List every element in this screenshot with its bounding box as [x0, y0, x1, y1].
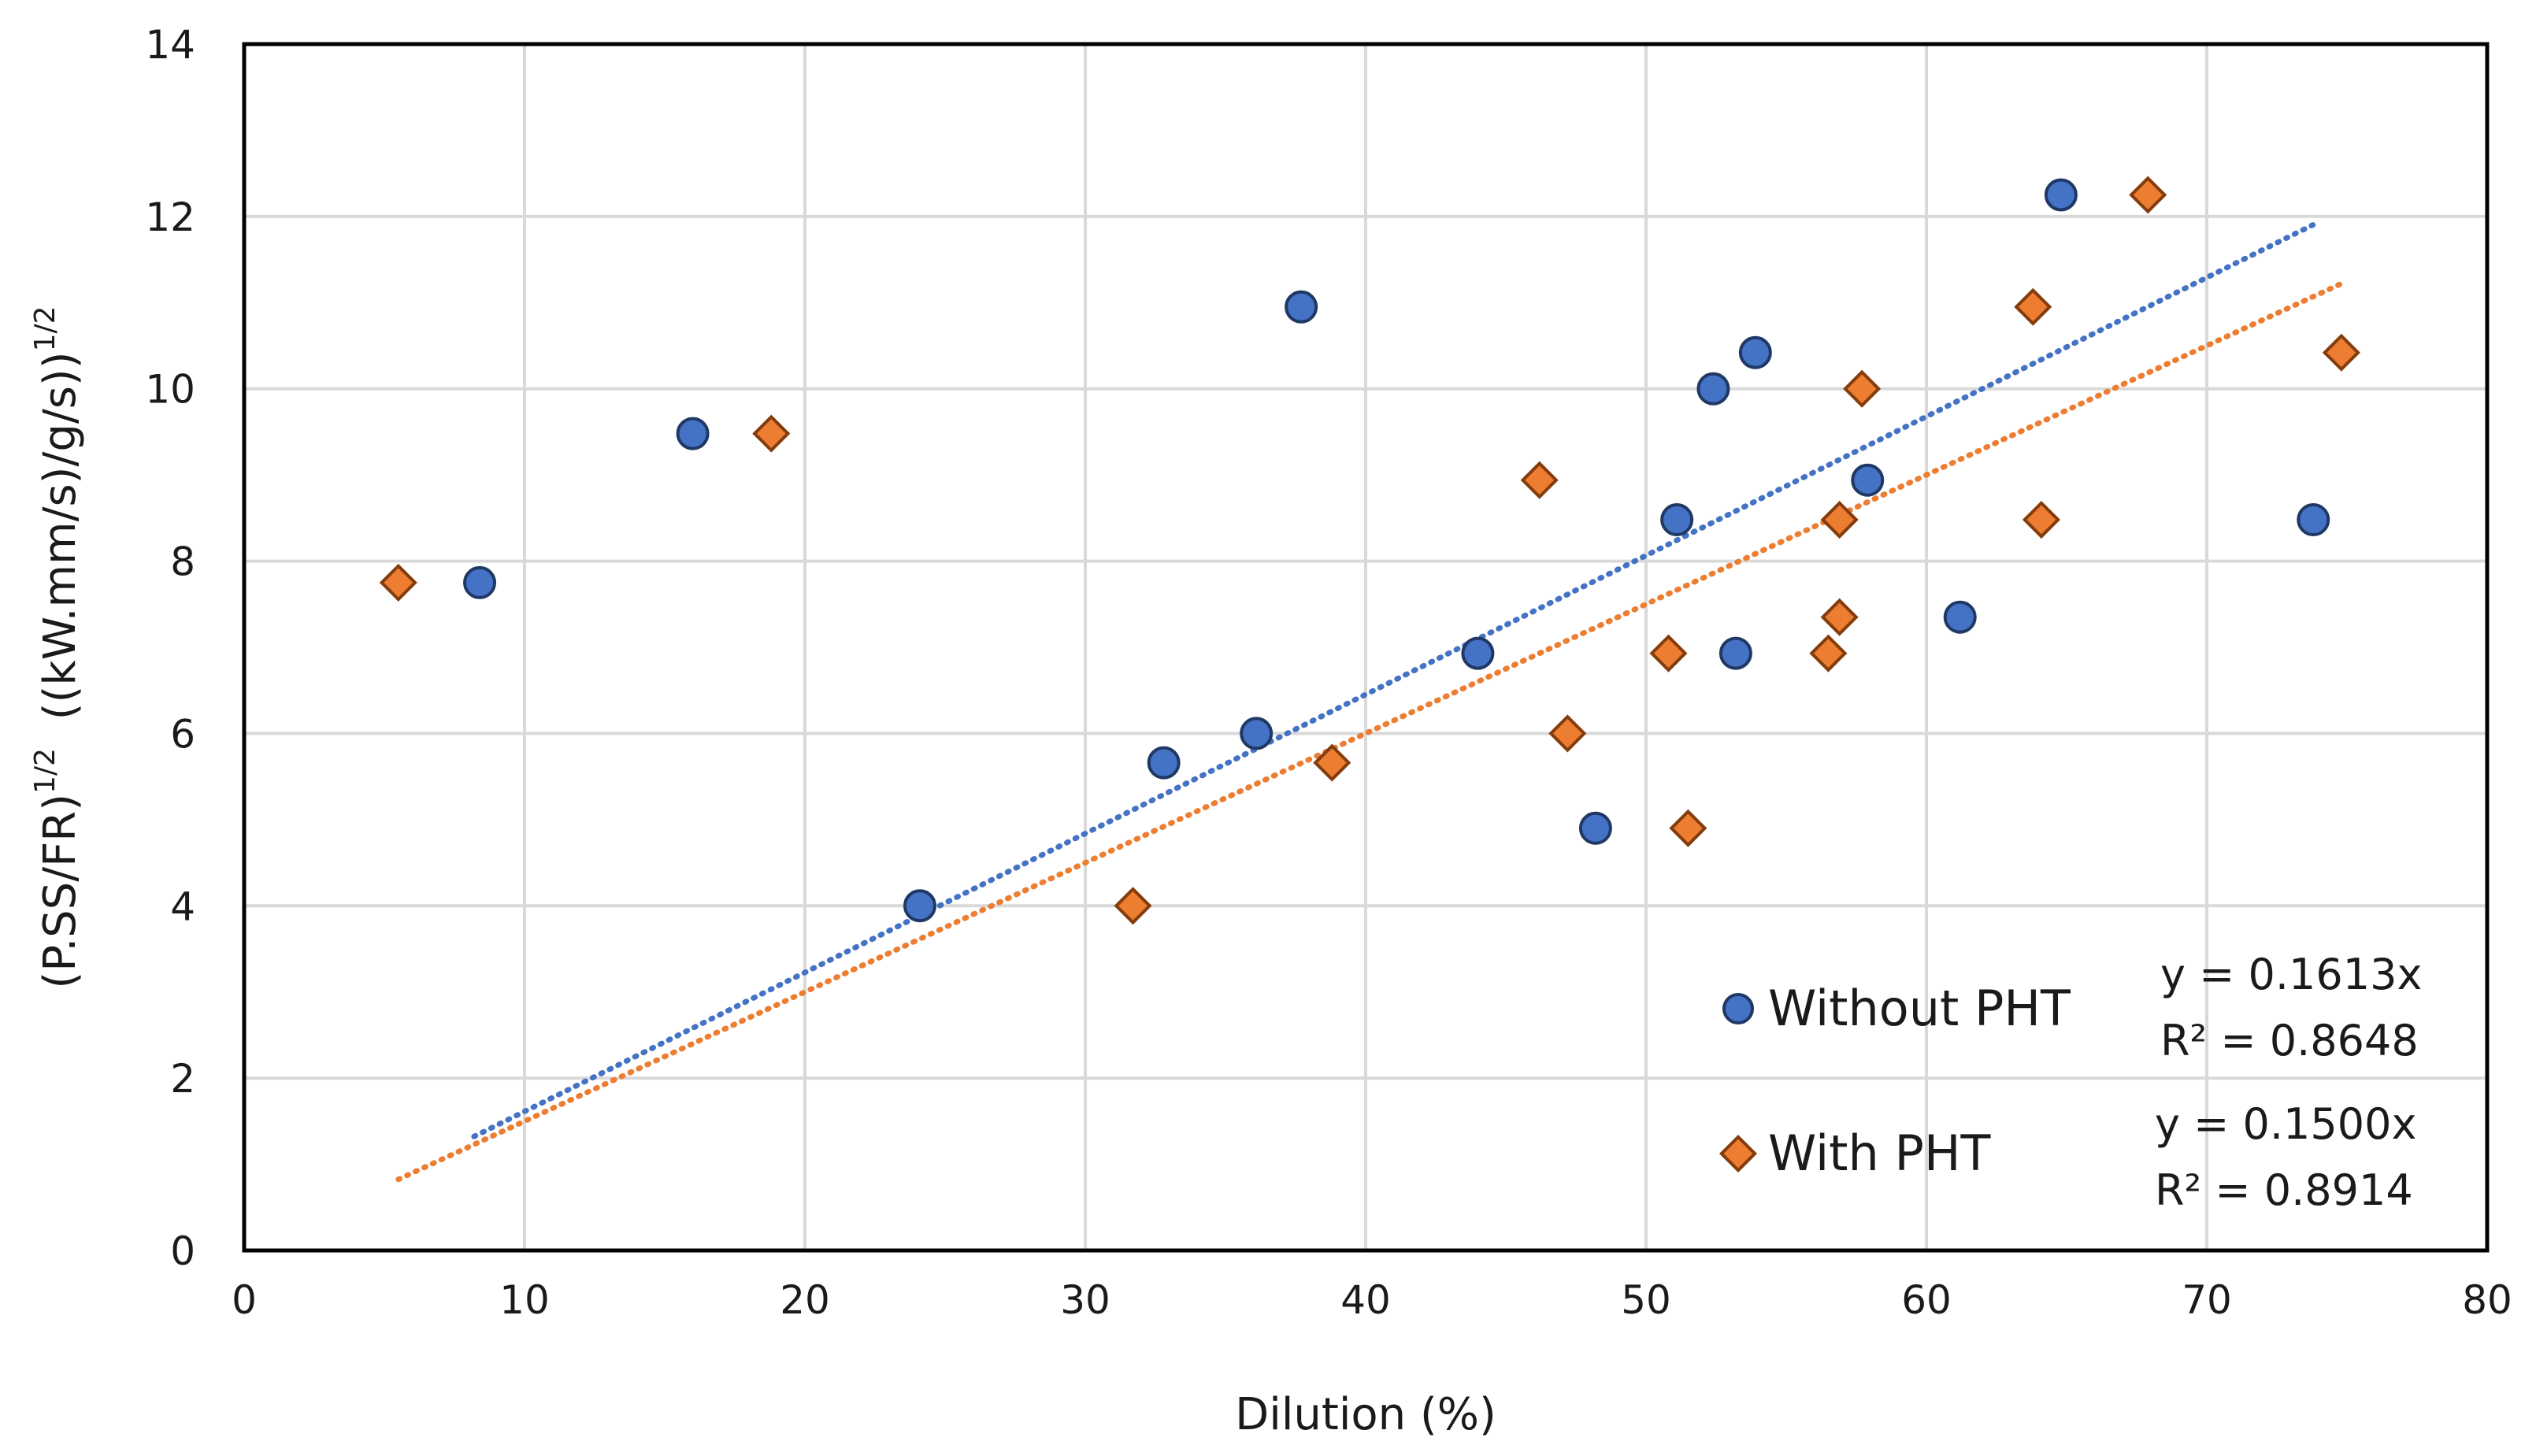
x-tick-label: 30 — [1060, 1277, 1110, 1323]
data-point-without-pht[interactable] — [1943, 600, 1977, 634]
y-tick-label: 8 — [170, 539, 195, 585]
data-point-without-pht[interactable] — [1851, 463, 1885, 497]
data-point-with-pht[interactable] — [2014, 287, 2052, 326]
data-point-without-pht[interactable] — [1461, 636, 1495, 670]
data-point-with-pht[interactable] — [1114, 887, 1152, 925]
data-point-without-pht[interactable] — [1718, 636, 1752, 670]
legend-label-with-pht: With PHT — [1768, 1124, 1991, 1182]
trendline-equation-with-pht: y = 0.1500x — [2155, 1099, 2416, 1149]
x-tick-label: 0 — [232, 1277, 257, 1323]
data-point-without-pht[interactable] — [1147, 746, 1181, 780]
data-point-without-pht[interactable] — [2297, 503, 2330, 537]
trendline-with-pht — [395, 280, 2345, 1183]
x-tick-label: 60 — [1901, 1277, 1952, 1323]
y-axis-title-mid: ((kW.mm/s)/g/s)) — [35, 351, 86, 748]
data-point-without-pht[interactable] — [1660, 503, 1694, 537]
data-point-with-pht[interactable] — [1820, 598, 1859, 636]
y-tick-label: 10 — [145, 367, 195, 413]
y-tick-label: 2 — [170, 1056, 195, 1102]
data-point-without-pht[interactable] — [1285, 290, 1318, 324]
tick-label-layer: 0 10 20 30 40 50 60 70 80 0 2 4 6 8 10 12 14 — [145, 22, 2512, 1323]
data-point-layer — [379, 176, 2360, 925]
y-tick-label: 4 — [170, 884, 195, 929]
data-point-with-pht[interactable] — [1548, 714, 1587, 753]
data-point-with-pht[interactable] — [1820, 501, 1859, 539]
trendline-equation-without-pht: y = 0.1613x — [2160, 950, 2422, 999]
y-tick-label: 12 — [145, 195, 195, 240]
legend-item-without-pht[interactable]: Without PHT — [1722, 980, 2071, 1037]
data-point-with-pht[interactable] — [1843, 369, 1882, 408]
data-point-with-pht[interactable] — [1809, 634, 1848, 672]
grid-layer — [244, 44, 2487, 1250]
y-axis-title-base: (P.SS/FR) — [35, 794, 86, 989]
data-point-with-pht[interactable] — [2322, 333, 2360, 372]
data-point-with-pht[interactable] — [1669, 809, 1707, 847]
data-point-without-pht[interactable] — [1578, 811, 1612, 845]
data-point-without-pht[interactable] — [1738, 335, 1772, 369]
legend-marker-circle — [1722, 993, 1754, 1024]
data-point-with-pht[interactable] — [752, 414, 791, 453]
x-tick-label: 80 — [2462, 1277, 2512, 1323]
data-point-without-pht[interactable] — [1696, 372, 1730, 406]
x-tick-label: 50 — [1621, 1277, 1671, 1323]
legend-marker-diamond — [1718, 1134, 1758, 1173]
y-axis-title: (P.SS/FR)1/2 ((kW.mm/s)/g/s))1/2 — [29, 306, 86, 988]
trendline-r2-with-pht: R² = 0.8914 — [2155, 1165, 2413, 1215]
x-tick-label: 20 — [780, 1277, 830, 1323]
legend: Without PHT With PHT — [1718, 980, 2071, 1182]
trendline-r2-without-pht: R² = 0.8648 — [2160, 1016, 2419, 1065]
data-point-with-pht[interactable] — [1649, 634, 1688, 672]
legend-label-without-pht: Without PHT — [1768, 980, 2071, 1037]
data-point-with-pht[interactable] — [1520, 461, 1559, 499]
y-tick-label: 14 — [145, 22, 195, 68]
data-point-with-pht[interactable] — [2022, 501, 2061, 539]
data-point-with-pht[interactable] — [1313, 743, 1351, 782]
data-point-without-pht[interactable] — [463, 565, 497, 599]
data-point-without-pht[interactable] — [2044, 178, 2078, 212]
trendline-without-pht — [471, 221, 2316, 1139]
legend-item-with-pht[interactable]: With PHT — [1718, 1124, 1992, 1182]
y-axis-title-exp2: 1/2 — [29, 306, 61, 351]
data-point-without-pht[interactable] — [903, 889, 936, 923]
data-point-without-pht[interactable] — [1240, 717, 1274, 750]
data-point-with-pht[interactable] — [2129, 176, 2167, 214]
x-axis-title: Dilution (%) — [1235, 1389, 1496, 1440]
data-point-with-pht[interactable] — [379, 563, 417, 602]
y-axis-title-exp1: 1/2 — [29, 748, 61, 794]
x-tick-label: 10 — [499, 1277, 550, 1323]
x-tick-label: 40 — [1340, 1277, 1391, 1323]
data-point-without-pht[interactable] — [676, 417, 710, 450]
trendline-layer — [395, 221, 2345, 1183]
x-tick-label: 70 — [2182, 1277, 2232, 1323]
y-tick-label: 0 — [170, 1228, 195, 1274]
trendline-equations: y = 0.1613x R² = 0.8648 y = 0.1500x R² =… — [2155, 950, 2422, 1215]
y-tick-label: 6 — [170, 711, 195, 757]
plot-border — [242, 42, 2490, 1253]
